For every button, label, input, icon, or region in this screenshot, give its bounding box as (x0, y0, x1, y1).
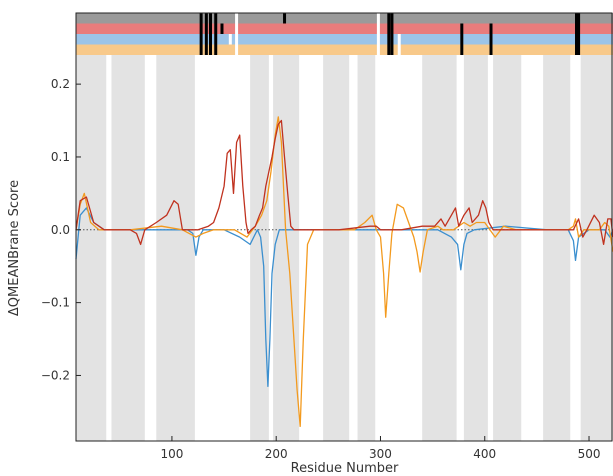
band-mark (199, 34, 203, 45)
top-band (76, 23, 613, 34)
band-mark (577, 13, 581, 24)
band-mark (387, 34, 391, 45)
band-mark (387, 13, 391, 24)
shaded-region (422, 55, 457, 441)
band-mark (489, 23, 493, 34)
top-band (76, 13, 613, 24)
x-tick-label: 200 (265, 447, 288, 461)
band-mark (489, 44, 493, 55)
shaded-region (493, 55, 522, 441)
shaded-regions (76, 55, 613, 441)
band-mark (376, 13, 380, 24)
axis-ticks: 100 200 300 400 500 −0.2 −0.1 0.0 0.1 0.2 (41, 77, 601, 461)
shaded-region (76, 55, 107, 441)
band-mark (390, 34, 394, 45)
band-mark (397, 34, 401, 45)
band-mark (235, 13, 239, 24)
x-tick-label: 300 (369, 447, 392, 461)
band-mark (204, 13, 208, 24)
plot-frame (75, 12, 613, 442)
band-mark (376, 23, 380, 34)
top-band (76, 44, 613, 55)
band-mark (390, 44, 394, 55)
shaded-region (156, 55, 195, 441)
band-mark (460, 23, 464, 34)
shaded-region (111, 55, 145, 441)
band-mark (199, 23, 203, 34)
band-mark (214, 23, 218, 34)
band-mark (387, 23, 391, 34)
shaded-region (357, 55, 376, 441)
band-mark (575, 44, 579, 55)
y-tick-label: 0.1 (51, 150, 70, 164)
series-line (75, 116, 613, 428)
shaded-region (543, 55, 571, 441)
y-axis-label: ΔQMEANBrane Score (7, 180, 22, 316)
band-mark (235, 34, 239, 45)
band-mark (214, 44, 218, 55)
band-mark (397, 44, 401, 55)
x-axis-label: Residue Number (291, 461, 399, 476)
band-mark (390, 23, 394, 34)
band-mark (460, 34, 464, 45)
band-mark (387, 44, 391, 55)
band-mark (220, 23, 224, 34)
band-mark (577, 44, 581, 55)
band-mark (235, 23, 239, 34)
band-mark (376, 34, 380, 45)
band-mark (204, 34, 208, 45)
shaded-region (323, 55, 350, 441)
shaded-region (463, 55, 488, 441)
shaded-region (580, 55, 613, 441)
top-bands (76, 13, 613, 55)
top-band (76, 34, 613, 45)
band-mark (390, 13, 394, 24)
band-mark (228, 34, 232, 45)
shaded-region (273, 55, 300, 441)
band-mark (575, 34, 579, 45)
band-mark (209, 44, 213, 55)
band-mark (376, 44, 380, 55)
band-mark (209, 34, 213, 45)
shaded-region (250, 55, 269, 441)
band-mark (575, 23, 579, 34)
x-tick-label: 500 (578, 447, 601, 461)
band-mark (209, 23, 213, 34)
band-mark (209, 13, 213, 24)
y-tick-label: 0.0 (51, 223, 70, 237)
band-mark (199, 44, 203, 55)
series-lines (75, 116, 613, 428)
band-mark (489, 34, 493, 45)
band-mark (235, 44, 239, 55)
band-mark (283, 13, 287, 24)
band-mark (214, 34, 218, 45)
band-mark (204, 44, 208, 55)
y-tick-label: −0.2 (41, 368, 70, 382)
band-mark (577, 23, 581, 34)
band-mark (199, 13, 203, 24)
y-tick-label: −0.1 (41, 296, 70, 310)
band-mark (575, 13, 579, 24)
y-tick-label: 0.2 (51, 77, 70, 91)
x-tick-label: 100 (160, 447, 183, 461)
x-tick-label: 400 (473, 447, 496, 461)
band-mark (577, 34, 581, 45)
band-mark (460, 44, 464, 55)
band-mark (204, 23, 208, 34)
series-line (75, 119, 613, 246)
band-mark (214, 13, 218, 24)
